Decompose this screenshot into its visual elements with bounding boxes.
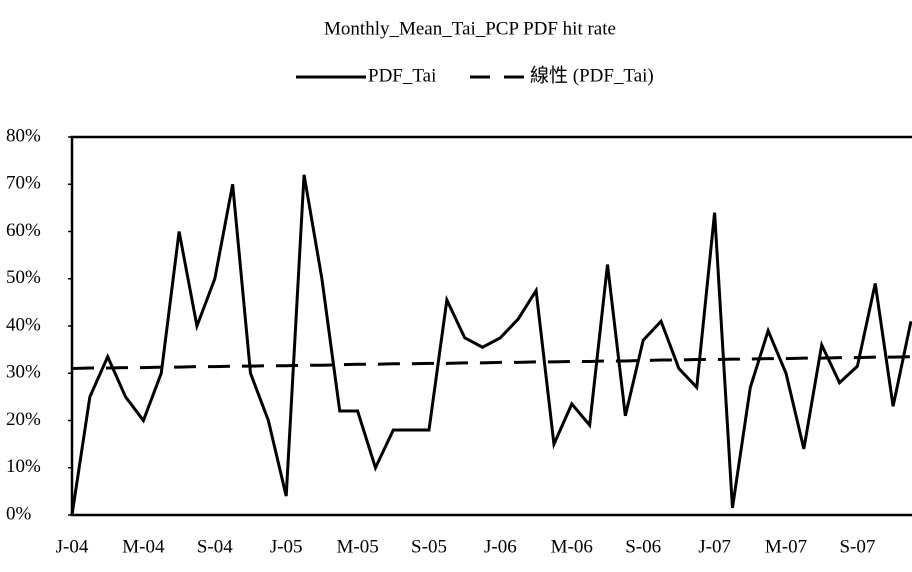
y-tick-label: 30%	[6, 362, 41, 383]
x-tick-label: M-04	[122, 536, 165, 557]
y-tick-label: 60%	[6, 220, 41, 241]
y-tick-label: 40%	[6, 314, 41, 335]
x-tick-label: S-07	[839, 536, 875, 557]
x-tick-label: S-06	[625, 536, 661, 557]
x-tick-label: M-07	[765, 536, 807, 557]
y-tick-label: 20%	[6, 409, 41, 430]
y-tick-label: 70%	[6, 173, 41, 194]
y-tick-label: 0%	[6, 503, 32, 524]
x-tick-label: J-07	[698, 536, 731, 557]
x-tick-label: S-05	[411, 536, 447, 557]
x-tick-label: S-04	[197, 536, 233, 557]
legend-label: PDF_Tai	[368, 65, 436, 86]
series-line	[70, 174, 912, 516]
y-tick-label: 50%	[6, 267, 41, 288]
x-tick-label: M-06	[551, 536, 593, 557]
y-tick-label: 80%	[6, 125, 41, 146]
series-line	[71, 355, 911, 371]
chart-title: Monthly_Mean_Tai_PCP PDF hit rate	[324, 18, 616, 39]
x-tick-label: M-05	[336, 536, 378, 557]
legend-label: 線性 (PDF_Tai)	[530, 64, 654, 86]
y-tick-label: 10%	[6, 456, 41, 477]
x-tick-label: J-06	[484, 536, 517, 557]
x-tick-label: J-04	[56, 536, 89, 557]
x-tick-label: J-05	[270, 536, 303, 557]
